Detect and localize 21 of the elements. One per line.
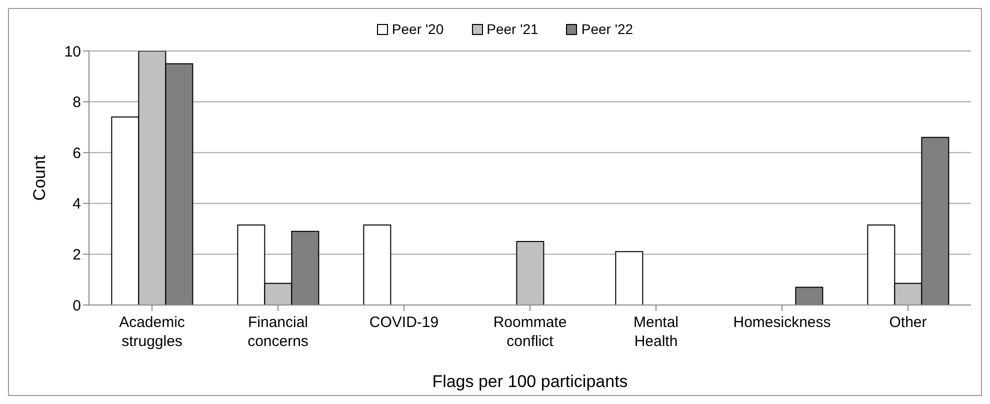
- bar: [363, 224, 392, 305]
- y-tick-label: 4: [72, 196, 81, 213]
- x-tick-label: Academic struggles: [119, 314, 186, 350]
- legend-label: Peer '21: [486, 21, 538, 37]
- x-tick-label: Financial concerns: [248, 314, 308, 350]
- x-tick-label: Homesickness: [733, 314, 831, 331]
- y-tick-label: 6: [72, 144, 81, 162]
- legend-label: Peer '20: [390, 21, 444, 37]
- x-tick-label: Mental Health: [633, 314, 679, 350]
- x-tick-label: Roommate conflict: [493, 314, 567, 350]
- bar: [615, 251, 644, 305]
- x-tick-label: Other: [889, 314, 927, 331]
- x-tick-label: COVID-19: [369, 314, 439, 331]
- y-tick-label: 2: [72, 246, 81, 264]
- legend-label: Peer '22: [580, 21, 634, 37]
- y-tick-label: 8: [72, 94, 81, 112]
- y-axis-title: Count: [30, 155, 50, 201]
- y-tick-label: 10: [64, 43, 81, 60]
- bar: [516, 241, 544, 305]
- y-tick-label: 0: [72, 297, 81, 314]
- x-axis-title: Flags per 100 participants: [432, 372, 628, 391]
